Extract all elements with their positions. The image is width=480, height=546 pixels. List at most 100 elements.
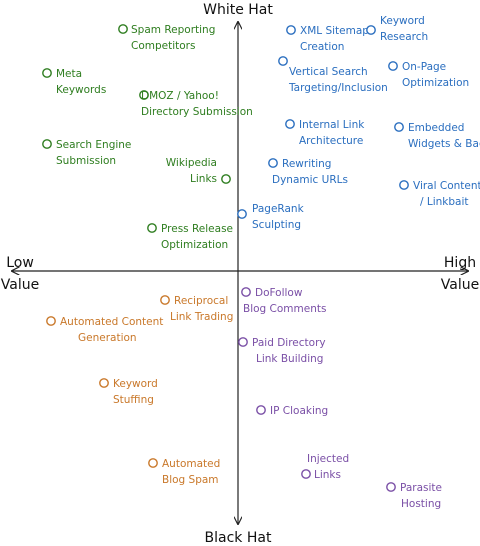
items-layer: Spam Reporting Competitors Meta Keywords DMO… bbox=[42, 15, 480, 510]
item-dot bbox=[286, 25, 296, 35]
axis-label-top: White Hat bbox=[203, 2, 273, 18]
item-label-line: Directory Submission bbox=[141, 106, 253, 118]
item-label-line: Links bbox=[314, 469, 341, 481]
item-dot bbox=[399, 180, 409, 190]
item-ip-cloaking: IP Cloaking bbox=[256, 405, 328, 417]
item-label-line: Hosting bbox=[401, 498, 441, 510]
item-label-line: Viral Content bbox=[413, 180, 480, 192]
item-dot bbox=[301, 469, 311, 479]
item-label-line: Rewriting bbox=[282, 158, 331, 170]
axis-label-left-line-1: Low bbox=[6, 255, 34, 271]
item-label-line: Paid Directory bbox=[252, 337, 326, 349]
item-label-line: Generation bbox=[78, 332, 137, 344]
item-label-line: Keyword bbox=[113, 378, 158, 390]
item-label-line: Embedded bbox=[408, 122, 464, 134]
item-label-line: Internal Link bbox=[299, 119, 365, 131]
item-on-page-optimization: On-Page Optimization bbox=[388, 61, 469, 89]
item-dot bbox=[278, 56, 288, 66]
item-dot bbox=[99, 378, 109, 388]
item-label-line: Submission bbox=[56, 155, 116, 167]
item-label-line: Targeting/Inclusion bbox=[288, 82, 388, 94]
item-wikipedia-links: Wikipedia Links bbox=[166, 157, 231, 185]
item-dot bbox=[148, 458, 158, 468]
item-label-line: Reciprocal bbox=[174, 295, 228, 307]
item-label-line: On-Page bbox=[402, 61, 446, 73]
item-dmoz-yahoo-directory-submission: DMOZ / Yahoo! Directory Submission bbox=[139, 90, 253, 118]
item-label-line: Blog Spam bbox=[162, 474, 219, 486]
item-label-line: DMOZ / Yahoo! bbox=[141, 90, 219, 102]
item-label-line: Keywords bbox=[56, 84, 106, 96]
item-label-line: Automated Content bbox=[60, 316, 163, 328]
item-meta-keywords: Meta Keywords bbox=[42, 68, 106, 96]
item-paid-directory-link-building: Paid Directory Link Building bbox=[238, 337, 326, 365]
item-label-line: XML Sitemap bbox=[300, 25, 369, 37]
item-label-line: Blog Comments bbox=[243, 303, 326, 315]
item-label-line: Dynamic URLs bbox=[272, 174, 348, 186]
item-dot bbox=[46, 316, 56, 326]
item-dot bbox=[237, 209, 247, 219]
item-dot bbox=[394, 122, 404, 132]
item-label-line: Optimization bbox=[402, 77, 469, 89]
item-label-line: / Linkbait bbox=[420, 196, 469, 208]
item-label-line: Meta bbox=[56, 68, 82, 80]
item-keyword-stuffing: Keyword Stuffing bbox=[99, 378, 158, 406]
item-dot bbox=[241, 287, 251, 297]
item-label-line: Wikipedia bbox=[166, 157, 217, 169]
item-label-line: Vertical Search bbox=[289, 66, 368, 78]
item-dot bbox=[388, 61, 398, 71]
item-label-line: Sculpting bbox=[252, 219, 301, 231]
item-label-line: Parasite bbox=[400, 482, 442, 494]
item-label-line: Press Release bbox=[161, 223, 233, 235]
item-dot bbox=[42, 139, 52, 149]
item-label-line: Architecture bbox=[299, 135, 363, 147]
item-injected-links: Injected Links bbox=[301, 453, 349, 481]
item-label-line: IP Cloaking bbox=[270, 405, 328, 417]
item-label-line: Link Building bbox=[256, 353, 323, 365]
axis-label-right-line-2: Value bbox=[441, 277, 479, 293]
axis-label-left-line-2: Value bbox=[1, 277, 39, 293]
item-press-release-optimization: Press Release Optimization bbox=[147, 223, 233, 251]
item-dot bbox=[221, 174, 231, 184]
item-label-line: Link Trading bbox=[170, 311, 233, 323]
item-label-line: PageRank bbox=[252, 203, 305, 215]
item-label-line: Competitors bbox=[131, 40, 195, 52]
item-dot bbox=[42, 68, 52, 78]
item-label-line: Research bbox=[380, 31, 428, 43]
item-label-line: Search Engine bbox=[56, 139, 131, 151]
item-automated-content-generation: Automated Content Generation bbox=[46, 316, 163, 344]
item-dofollow-blog-comments: DoFollow Blog Comments bbox=[241, 287, 326, 315]
item-dot bbox=[386, 482, 396, 492]
item-rewriting-dynamic-urls: Rewriting Dynamic URLs bbox=[268, 158, 348, 186]
item-parasite-hosting: Parasite Hosting bbox=[386, 482, 442, 510]
item-dot bbox=[256, 405, 266, 415]
item-vertical-search-targeting: Vertical Search Targeting/Inclusion bbox=[278, 56, 388, 94]
item-dot bbox=[118, 24, 128, 34]
item-label-line: Spam Reporting bbox=[131, 24, 215, 36]
item-dot bbox=[238, 337, 248, 347]
item-label-line: Widgets & Badges bbox=[408, 138, 480, 150]
item-label-line: Stuffing bbox=[113, 394, 154, 406]
item-label-line: Links bbox=[190, 173, 217, 185]
item-label-line: Optimization bbox=[161, 239, 228, 251]
item-label-line: Injected bbox=[307, 453, 349, 465]
axis-label-bottom: Black Hat bbox=[205, 530, 272, 546]
item-label-line: Automated bbox=[162, 458, 220, 470]
item-search-engine-submission: Search Engine Submission bbox=[42, 139, 131, 167]
item-embedded-widgets-badges: Embedded Widgets & Badges bbox=[394, 122, 480, 150]
item-label-line: Keyword bbox=[380, 15, 425, 27]
item-spam-reporting-competitors: Spam Reporting Competitors bbox=[118, 24, 215, 52]
item-automated-blog-spam: Automated Blog Spam bbox=[148, 458, 220, 486]
item-dot bbox=[366, 25, 376, 35]
item-pagerank-sculpting: PageRank Sculpting bbox=[237, 203, 305, 231]
item-dot bbox=[147, 223, 157, 233]
item-label-line: Creation bbox=[300, 41, 344, 53]
item-xml-sitemap-creation: XML Sitemap Creation bbox=[286, 25, 369, 53]
item-dot bbox=[160, 295, 170, 305]
item-reciprocal-link-trading: Reciprocal Link Trading bbox=[160, 295, 233, 323]
item-viral-content-linkbait: Viral Content / Linkbait bbox=[399, 180, 480, 208]
item-dot bbox=[268, 158, 278, 168]
axis-label-right-line-1: High bbox=[444, 255, 476, 271]
item-dot bbox=[139, 90, 149, 100]
